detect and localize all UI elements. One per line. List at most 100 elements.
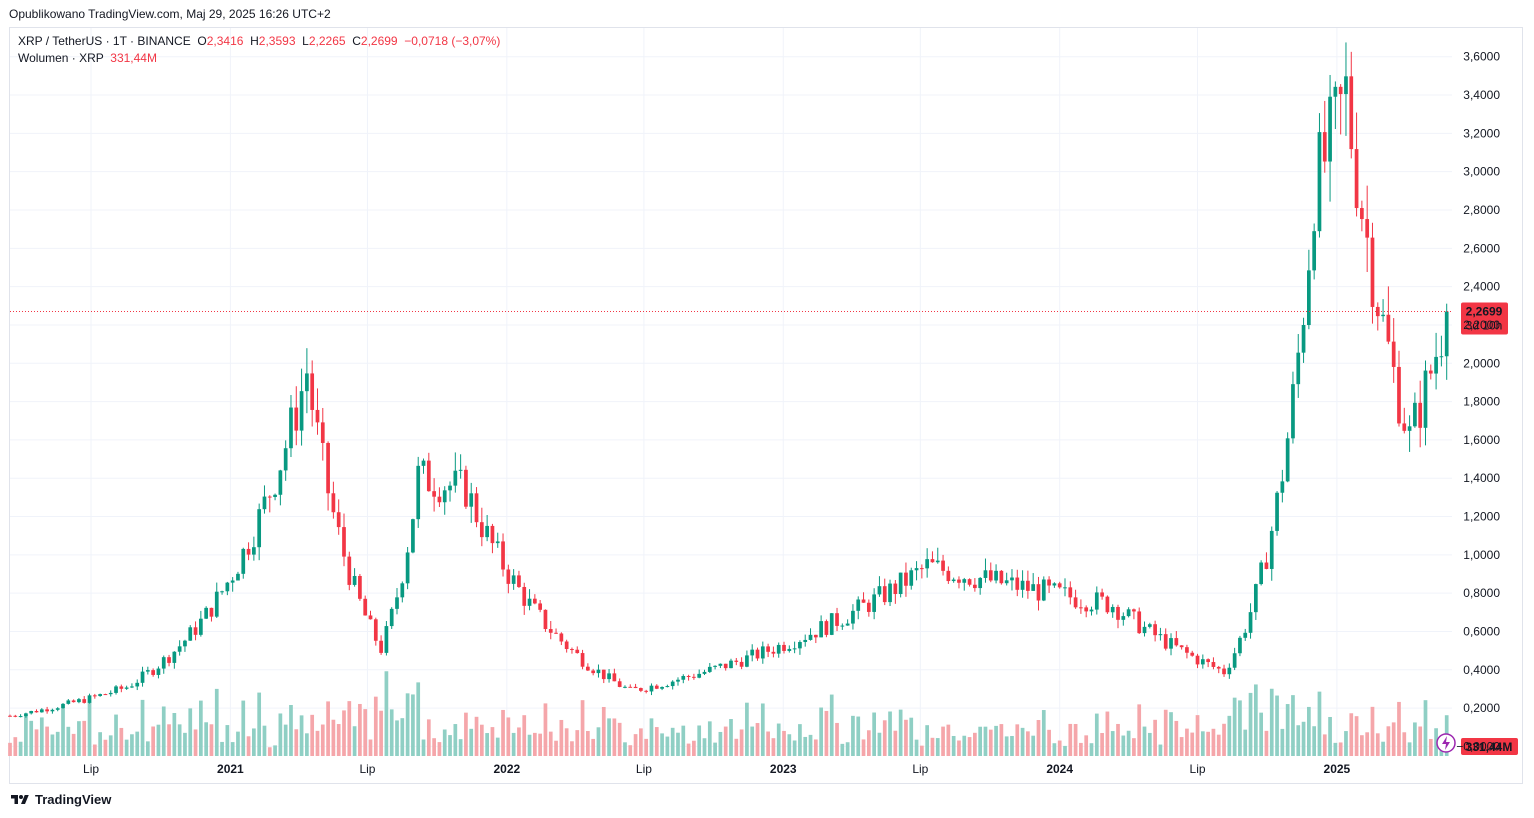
candle-body <box>262 496 267 510</box>
y-tick-label: 2,2000 <box>1463 318 1500 332</box>
volume-bar <box>919 745 924 756</box>
volume-bar <box>331 719 336 756</box>
candle-body <box>962 579 967 583</box>
candle-body <box>1360 208 1364 220</box>
volume-bar <box>92 744 97 756</box>
candle-body <box>1057 583 1062 588</box>
volume-bar <box>1169 712 1173 756</box>
candle-body <box>813 634 818 638</box>
candle-body <box>522 586 527 606</box>
volume-bar <box>45 726 49 756</box>
volume-bar <box>77 721 81 756</box>
candle-body <box>501 541 505 570</box>
candle-body <box>994 570 998 581</box>
volume-bar <box>633 734 638 756</box>
volume-bar <box>511 732 516 756</box>
volume-bar <box>1322 734 1327 756</box>
candle-body <box>946 570 951 582</box>
candle-body <box>819 621 823 638</box>
candle-body <box>416 465 421 520</box>
candle-body <box>299 391 304 431</box>
candle-body <box>151 670 155 675</box>
candle-body <box>824 621 829 635</box>
volume-bar <box>554 740 558 756</box>
volume-bar <box>522 715 527 756</box>
volume-bar <box>283 724 288 756</box>
high-value: 2,3593 <box>258 34 296 48</box>
candle-body <box>670 681 675 687</box>
candle-body <box>681 675 686 680</box>
candle-body <box>1105 596 1110 613</box>
volume-badge-value: 331,44M <box>1466 740 1513 754</box>
volume-bar <box>601 706 606 756</box>
volume-label[interactable]: Wolumen · XRP <box>18 51 104 65</box>
volume-bar <box>437 742 442 756</box>
volume-bar <box>766 731 770 756</box>
candle-body <box>861 599 866 603</box>
volume-bar <box>607 718 611 756</box>
candle-body <box>1344 76 1348 95</box>
candle-body <box>1365 219 1370 238</box>
volume-bar <box>798 724 802 756</box>
candle-body <box>951 579 956 582</box>
candle-body <box>479 522 484 538</box>
volume-bar <box>713 742 717 756</box>
volume-bar <box>1418 726 1423 756</box>
candle-body <box>506 569 511 584</box>
candle-body <box>448 485 452 491</box>
candle-body <box>24 713 28 717</box>
lightning-icon[interactable] <box>1436 733 1456 753</box>
price-badge-countdown: 3d 10h <box>1466 319 1503 333</box>
volume-bar <box>840 743 845 756</box>
candle-body <box>1147 624 1152 627</box>
candle-body <box>1206 659 1210 663</box>
candle-body <box>935 560 940 563</box>
y-tick-label: 0,6000 <box>1463 624 1500 638</box>
volume-bar <box>320 724 325 756</box>
candle-body <box>315 409 320 423</box>
candle-body <box>543 609 548 630</box>
candle-body <box>1153 624 1157 636</box>
volume-bar <box>745 702 749 756</box>
candle-body <box>347 556 352 585</box>
x-tick-label: 2021 <box>217 762 244 776</box>
candle-body <box>697 673 702 678</box>
candle-body <box>978 577 983 589</box>
candle-body <box>236 573 240 581</box>
volume-bar <box>824 710 829 756</box>
low-label: L <box>302 34 309 48</box>
candle-body <box>1110 606 1115 613</box>
candle-body <box>1121 616 1126 620</box>
y-tick-label: 0,4000 <box>1463 663 1500 677</box>
volume-bar <box>586 731 590 756</box>
candle-body <box>188 627 193 641</box>
volume-bar <box>1206 731 1210 756</box>
candle-body <box>363 598 368 616</box>
volume-bar <box>230 742 235 756</box>
candle-body <box>919 568 924 570</box>
volume-bar <box>1147 732 1152 756</box>
y-tick-label: 2,8000 <box>1463 203 1500 217</box>
candle-body <box>845 623 850 626</box>
volume-bar <box>358 703 362 756</box>
symbol-label[interactable]: XRP / TetherUS · 1T · BINANCE <box>18 34 191 48</box>
candle-body <box>803 639 808 643</box>
candle-body <box>13 715 18 717</box>
candle-body <box>294 407 299 431</box>
volume-bar <box>893 730 898 756</box>
volume-bar <box>861 739 866 756</box>
volume-bar <box>973 732 977 756</box>
volume-bar <box>1100 733 1104 756</box>
volume-bar <box>421 739 426 756</box>
candle-body <box>776 644 781 654</box>
volume-bar <box>373 696 378 756</box>
price-badge-value: 2,2699 <box>1466 305 1503 319</box>
candle-body <box>856 599 861 611</box>
candle-body <box>193 627 198 635</box>
volume-bar <box>1312 726 1317 756</box>
candle-body <box>135 682 140 687</box>
candle-body <box>61 703 65 709</box>
volume-bar <box>82 720 87 756</box>
volume-bar <box>363 709 368 756</box>
